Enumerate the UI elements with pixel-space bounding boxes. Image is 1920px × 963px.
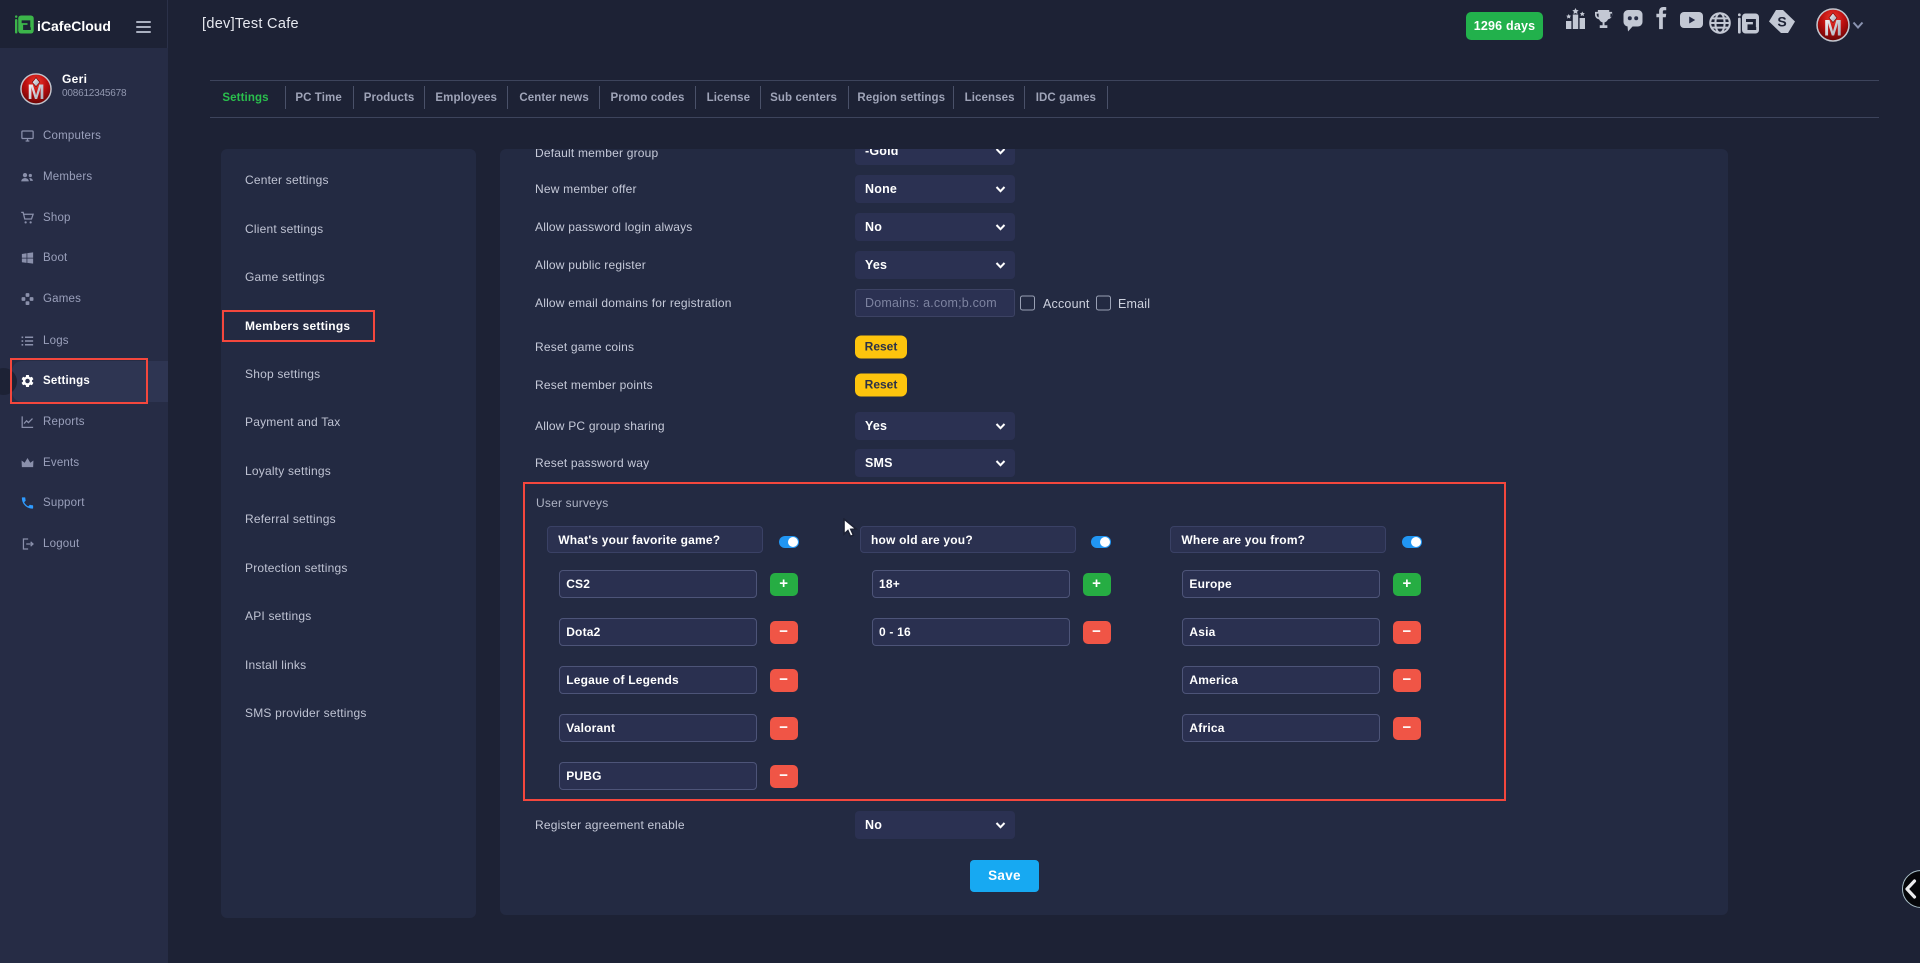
- svg-text:S: S: [1777, 14, 1786, 30]
- svg-text:M: M: [1824, 16, 1842, 41]
- svg-text:M: M: [27, 81, 44, 104]
